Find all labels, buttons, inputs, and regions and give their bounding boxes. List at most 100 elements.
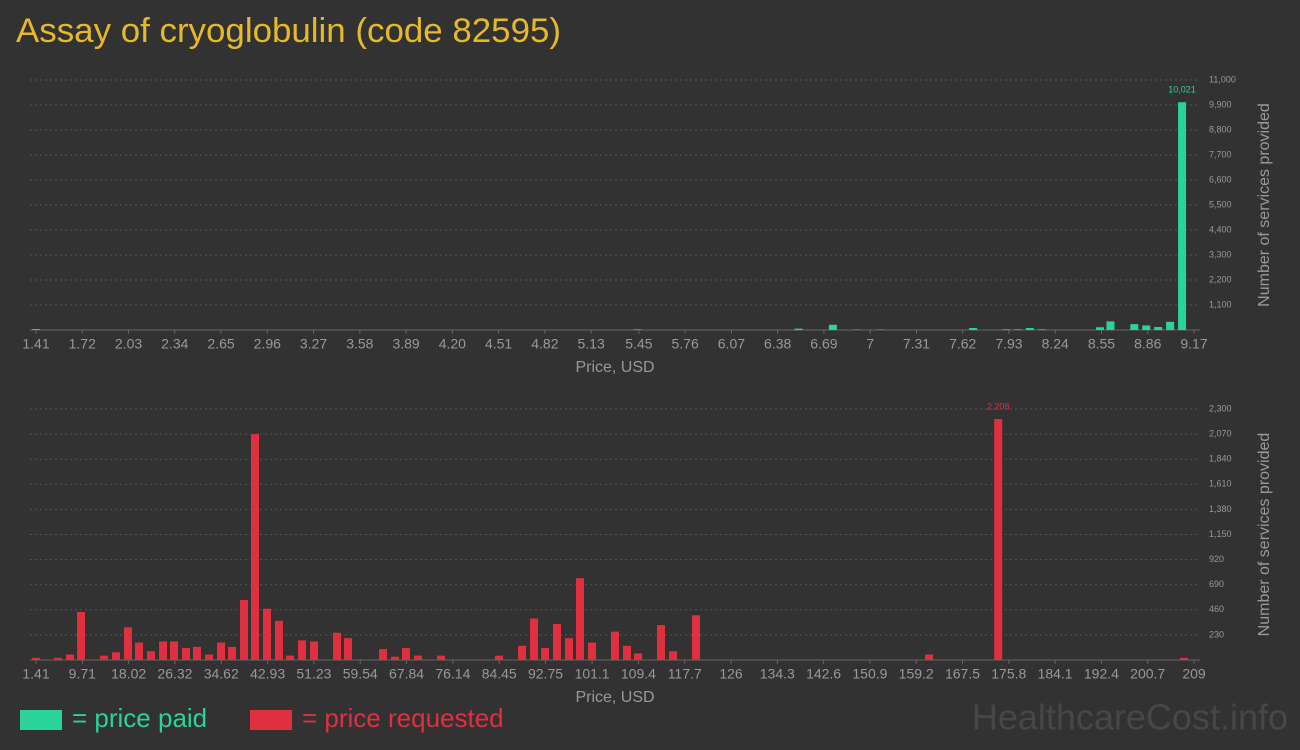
bar xyxy=(286,655,295,660)
y-tick-label: 6,600 xyxy=(1209,174,1232,184)
bar xyxy=(343,638,352,660)
x-tick-label: 159.2 xyxy=(899,666,934,682)
y-tick-label: 8,800 xyxy=(1209,124,1232,134)
y-tick-label: 1,150 xyxy=(1209,529,1232,539)
bar xyxy=(251,434,260,660)
x-tick-label: 3.27 xyxy=(300,336,327,352)
x-tick-label: 9.71 xyxy=(69,666,96,682)
x-tick-label: 76.14 xyxy=(435,666,470,682)
x-tick-label: 134.3 xyxy=(760,666,795,682)
x-tick-label: 5.76 xyxy=(672,336,699,352)
bar xyxy=(1130,324,1139,330)
x-tick-label: 175.8 xyxy=(991,666,1026,682)
watermark: HealthcareCost.info xyxy=(972,697,1288,738)
x-tick-label: 3.89 xyxy=(392,336,419,352)
bar xyxy=(610,631,619,660)
legend-label: = price paid xyxy=(72,703,207,733)
x-tick-label: 192.4 xyxy=(1084,666,1119,682)
bar xyxy=(633,329,642,330)
bar xyxy=(794,328,803,330)
x-tick-label: 209 xyxy=(1182,666,1206,682)
bar xyxy=(553,623,562,660)
x-tick-label: 8.24 xyxy=(1042,336,1069,352)
bar xyxy=(170,641,179,660)
y-tick-label: 11,000 xyxy=(1209,74,1236,84)
bar xyxy=(99,655,108,660)
x-tick-label: 26.32 xyxy=(157,666,192,682)
x-tick-label: 4.82 xyxy=(531,336,558,352)
x-tick-label: 18.02 xyxy=(111,666,146,682)
x-tick-label: 5.45 xyxy=(625,336,652,352)
x-tick-label: 7 xyxy=(866,336,874,352)
bar xyxy=(668,651,677,660)
bar xyxy=(32,657,40,660)
bar xyxy=(1179,657,1188,660)
y-tick-label: 2,200 xyxy=(1209,274,1232,284)
bar xyxy=(634,653,643,660)
bar xyxy=(530,618,539,660)
bar xyxy=(135,642,144,660)
bar xyxy=(414,655,423,660)
data-label: 10,021 xyxy=(1168,85,1196,95)
y-axis-label: Number of services provided xyxy=(1256,433,1273,637)
legend-swatch xyxy=(250,710,292,730)
bar xyxy=(541,647,550,660)
x-axis-label: Price, USD xyxy=(575,689,654,706)
y-tick-label: 230 xyxy=(1209,629,1224,639)
x-tick-label: 1.41 xyxy=(22,336,49,352)
bar xyxy=(437,655,446,660)
bar xyxy=(925,654,934,660)
data-label: 2,208 xyxy=(987,401,1010,411)
legend-label: = price requested xyxy=(302,703,504,733)
bar xyxy=(575,578,584,660)
bar xyxy=(274,620,283,660)
bar xyxy=(111,652,120,660)
bar xyxy=(402,647,411,660)
y-tick-label: 2,300 xyxy=(1209,403,1232,413)
x-tick-label: 126 xyxy=(719,666,743,682)
bar xyxy=(333,632,342,660)
bar xyxy=(565,638,574,660)
bar xyxy=(622,645,631,660)
x-tick-label: 101.1 xyxy=(575,666,610,682)
bar xyxy=(691,615,700,660)
bar xyxy=(192,646,201,660)
x-tick-label: 6.07 xyxy=(718,336,745,352)
x-tick-label: 6.38 xyxy=(764,336,791,352)
y-tick-label: 460 xyxy=(1209,604,1224,614)
bar xyxy=(1178,102,1187,330)
bar xyxy=(32,329,40,330)
y-tick-label: 690 xyxy=(1209,579,1224,589)
x-tick-label: 8.86 xyxy=(1134,336,1161,352)
bar xyxy=(217,642,226,660)
x-tick-label: 92.75 xyxy=(528,666,563,682)
x-tick-label: 6.69 xyxy=(810,336,837,352)
y-tick-label: 1,100 xyxy=(1209,299,1232,309)
bar xyxy=(1106,321,1115,330)
x-tick-label: 51.23 xyxy=(296,666,331,682)
x-tick-label: 84.45 xyxy=(482,666,517,682)
x-axis-label: Price, USD xyxy=(575,359,654,376)
bar xyxy=(969,327,978,330)
bar xyxy=(1013,329,1022,330)
y-tick-label: 1,840 xyxy=(1209,454,1232,464)
bar xyxy=(262,608,271,660)
x-tick-label: 1.72 xyxy=(69,336,96,352)
y-tick-label: 3,300 xyxy=(1209,249,1232,259)
bar xyxy=(379,649,388,660)
bar xyxy=(240,599,249,660)
x-tick-label: 4.51 xyxy=(485,336,512,352)
bar xyxy=(494,655,503,660)
y-tick-label: 5,500 xyxy=(1209,199,1232,209)
bar xyxy=(994,419,1003,660)
bar xyxy=(77,611,86,660)
x-tick-label: 8.55 xyxy=(1088,336,1115,352)
x-tick-label: 42.93 xyxy=(250,666,285,682)
y-axis-label: Number of services provided xyxy=(1256,103,1273,307)
x-tick-label: 7.62 xyxy=(949,336,976,352)
x-tick-label: 9.17 xyxy=(1180,336,1207,352)
x-tick-label: 2.65 xyxy=(207,336,234,352)
x-tick-label: 2.96 xyxy=(254,336,281,352)
bar xyxy=(1166,321,1175,330)
